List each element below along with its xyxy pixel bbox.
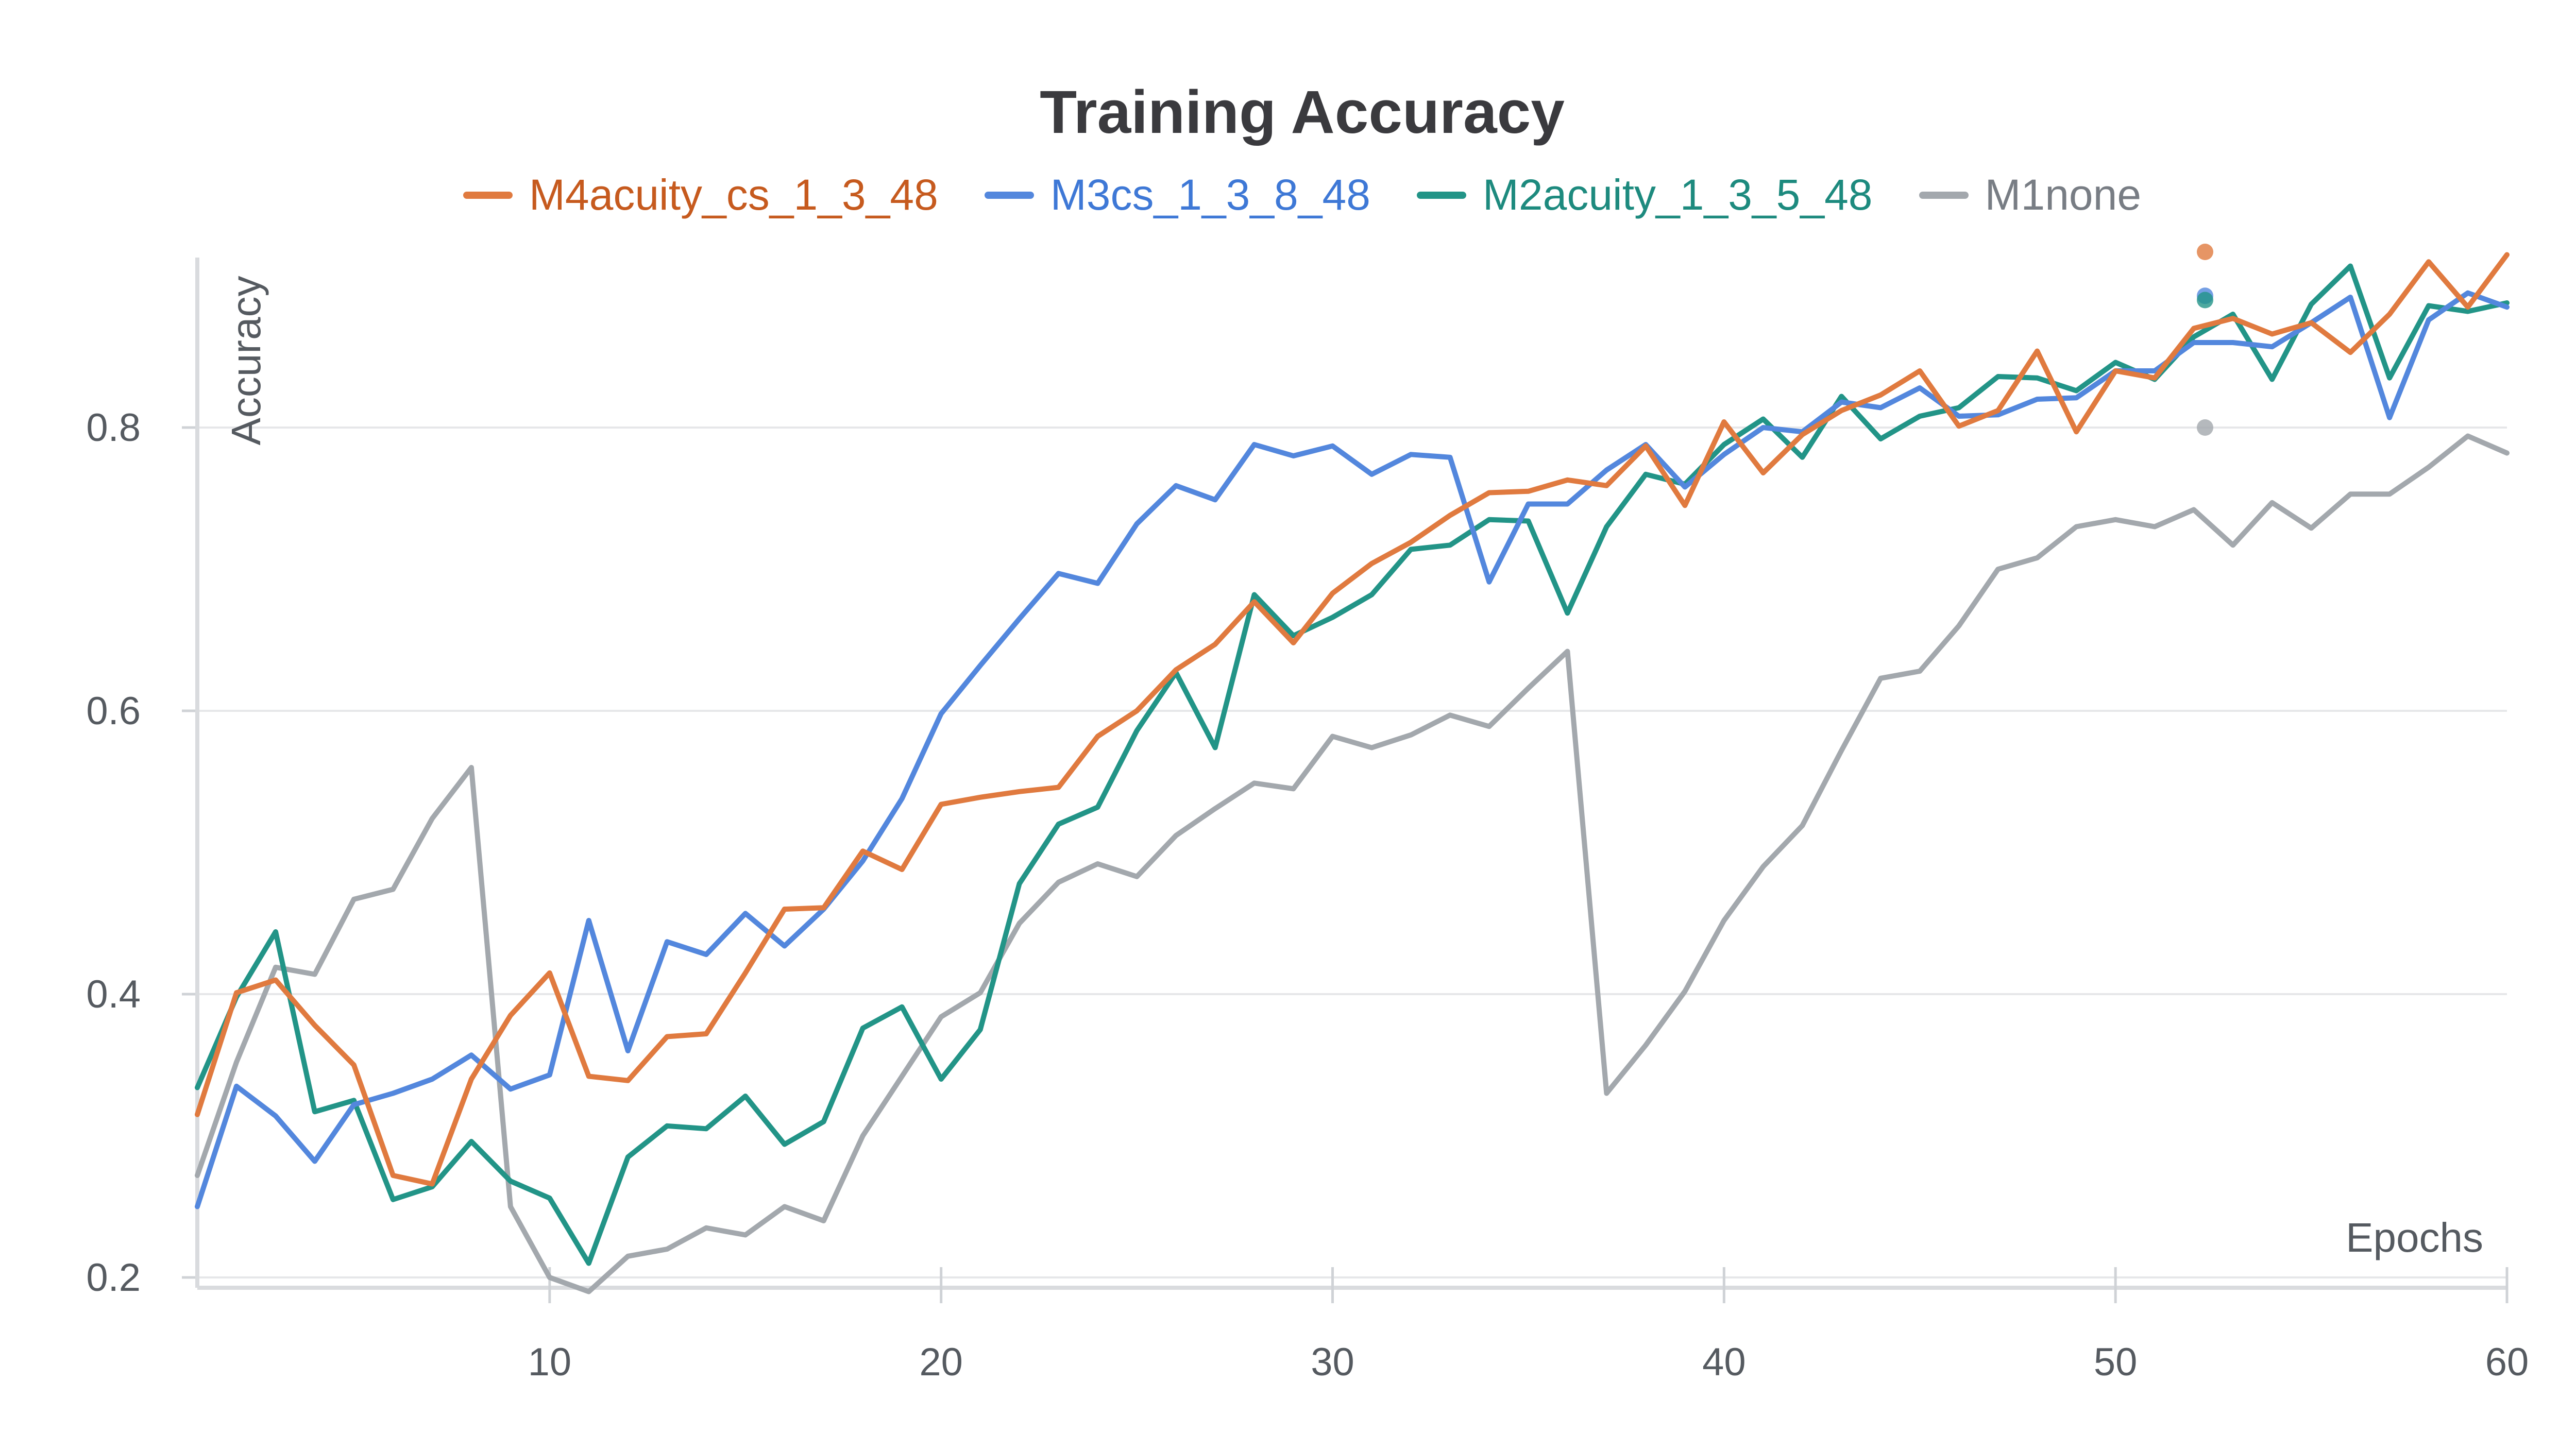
legend-item-m2[interactable]: M2acuity_1_3_5_48 — [1416, 170, 1873, 220]
legend: M4acuity_cs_1_3_48 M3cs_1_3_8_48 M2acuit… — [0, 170, 2576, 220]
y-tick-label: 0.2 — [86, 1256, 141, 1300]
legend-swatch-m2 — [1416, 191, 1466, 199]
legend-swatch-m3 — [984, 191, 1034, 199]
legend-item-m4[interactable]: M4acuity_cs_1_3_48 — [463, 170, 938, 220]
legend-label-m2: M2acuity_1_3_5_48 — [1482, 170, 1873, 219]
legend-label-m1: M1none — [1985, 170, 2142, 219]
series-line-M2acuity_1_3_5_48[interactable] — [195, 263, 2510, 1266]
x-tick-label: 60 — [2485, 1340, 2529, 1384]
grid-lines — [197, 427, 2507, 1278]
legend-item-m3[interactable]: M3cs_1_3_8_48 — [984, 170, 1370, 220]
x-tick-label: 40 — [1702, 1340, 1746, 1384]
hover-markers — [2197, 244, 2213, 436]
hover-point — [2197, 292, 2213, 309]
x-tick-label: 10 — [528, 1340, 572, 1384]
x-tick-label: 50 — [2094, 1340, 2138, 1384]
y-tick-label: 0.8 — [86, 406, 141, 450]
legend-item-m1[interactable]: M1none — [1919, 170, 2142, 220]
legend-label-m4: M4acuity_cs_1_3_48 — [529, 170, 938, 219]
x-axis-label: Epochs — [2346, 1215, 2483, 1260]
series-lines — [195, 252, 2510, 1294]
hover-point — [2197, 419, 2213, 436]
x-tick-label: 30 — [1311, 1340, 1354, 1384]
series-line-M4acuity_cs_1_3_48[interactable] — [195, 252, 2510, 1187]
chart-title: Training Accuracy — [1040, 78, 1565, 146]
legend-swatch-m4 — [463, 191, 513, 199]
legend-swatch-m1 — [1919, 191, 1969, 199]
series-line-M1none[interactable] — [195, 433, 2510, 1294]
series-line-M3cs_1_3_8_48[interactable] — [195, 290, 2510, 1209]
legend-label-m3: M3cs_1_3_8_48 — [1050, 170, 1370, 219]
y-tick-label: 0.4 — [86, 973, 141, 1016]
y-tick-label: 0.6 — [86, 689, 141, 733]
y-axis-label: Accuracy — [223, 276, 269, 446]
x-tick-label: 20 — [919, 1340, 963, 1384]
hover-point — [2197, 244, 2213, 260]
